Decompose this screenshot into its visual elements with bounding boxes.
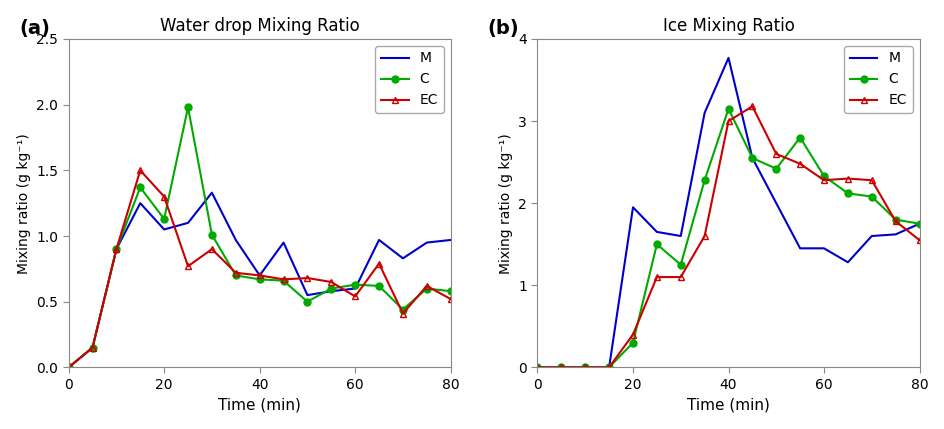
Title: Water drop Mixing Ratio: Water drop Mixing Ratio — [160, 17, 359, 35]
Legend: M, C, EC: M, C, EC — [375, 46, 444, 113]
X-axis label: Time (min): Time (min) — [218, 397, 301, 412]
Y-axis label: Mixing ratio (g kg⁻¹): Mixing ratio (g kg⁻¹) — [17, 133, 30, 274]
Legend: M, C, EC: M, C, EC — [843, 46, 912, 113]
Text: (a): (a) — [19, 19, 50, 38]
Title: Ice Mixing Ratio: Ice Mixing Ratio — [662, 17, 794, 35]
Y-axis label: Mixing ratio (g kg⁻¹): Mixing ratio (g kg⁻¹) — [498, 133, 512, 274]
X-axis label: Time (min): Time (min) — [686, 397, 769, 412]
Text: (b): (b) — [487, 19, 519, 38]
